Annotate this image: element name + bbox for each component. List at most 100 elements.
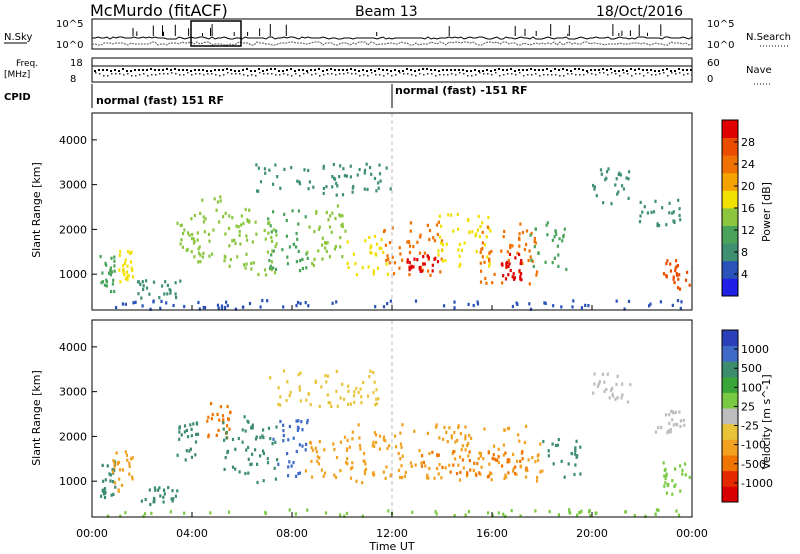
freq-point <box>346 69 348 71</box>
range-cell <box>580 509 583 513</box>
range-cell <box>266 250 270 254</box>
range-cell <box>364 462 367 466</box>
range-cell <box>524 475 528 479</box>
nave-point <box>571 73 573 75</box>
range-cell <box>530 258 533 262</box>
range-cell <box>519 459 522 463</box>
range-cell <box>249 463 252 467</box>
range-cell <box>479 225 482 229</box>
freq-point <box>550 70 552 72</box>
range-cell <box>378 163 381 167</box>
nave-point <box>575 74 577 76</box>
range-cell <box>506 458 509 462</box>
range-cell <box>490 478 493 482</box>
range-cell <box>299 301 302 306</box>
range-cell <box>675 265 678 269</box>
range-cell <box>398 266 401 270</box>
range-cell <box>286 380 289 384</box>
range-cell <box>123 273 126 277</box>
freq-point <box>382 69 384 71</box>
range-cell <box>389 299 392 303</box>
range-cell <box>179 242 182 246</box>
range-cell <box>269 266 272 271</box>
range-cell <box>248 220 251 224</box>
nave-point <box>343 73 345 75</box>
range-cell <box>593 372 596 376</box>
freq-point <box>126 70 128 72</box>
nave-point <box>367 75 369 77</box>
freq-point <box>558 69 560 71</box>
freq-point <box>614 70 616 72</box>
nsearch-label: N.Search <box>746 32 791 43</box>
nave-label: Nave <box>746 65 772 76</box>
range-cell <box>122 269 125 273</box>
cpid-segment-2: normal (fast) -151 RF <box>395 84 528 97</box>
range-cell <box>639 214 642 218</box>
range-cell <box>277 386 280 390</box>
range-cell <box>401 423 404 427</box>
range-cell <box>349 175 352 179</box>
range-cell <box>246 238 249 242</box>
range-cell <box>286 262 289 266</box>
range-cell <box>593 185 596 189</box>
range-cell <box>441 248 444 253</box>
range-cell <box>502 235 505 239</box>
range-cell <box>504 514 507 518</box>
range-cell <box>565 267 568 271</box>
range-cell <box>483 243 487 247</box>
range-cell <box>505 475 508 479</box>
range-cell <box>611 392 614 396</box>
nave-point <box>223 74 225 76</box>
range-cell <box>535 273 538 277</box>
nave-point <box>675 73 677 75</box>
range-cell <box>511 304 514 309</box>
nave-point <box>655 74 657 76</box>
range-cell <box>244 429 247 433</box>
range-cell <box>107 271 111 275</box>
range-cell <box>603 389 606 393</box>
nave-point <box>199 73 201 75</box>
range-cell <box>384 439 387 443</box>
range-cell <box>105 284 108 288</box>
range-cell <box>331 185 334 189</box>
freq-point <box>138 69 140 71</box>
range-cell <box>339 396 342 400</box>
range-cell <box>668 430 671 434</box>
range-cell <box>102 488 105 492</box>
range-cell <box>444 258 447 263</box>
range-cell <box>227 418 230 422</box>
freq-point <box>206 70 208 72</box>
range-cell <box>410 264 413 268</box>
range-cell <box>126 274 129 278</box>
range-cell <box>472 303 475 308</box>
range-cell <box>556 443 559 447</box>
range-cell <box>142 514 145 518</box>
range-cell <box>363 459 366 463</box>
range-cell <box>267 217 270 221</box>
range-cell <box>322 474 325 478</box>
colorbar-tick-label: 28 <box>741 136 755 149</box>
range-cell <box>310 459 313 463</box>
freq-point <box>434 69 436 71</box>
range-cell <box>659 300 662 304</box>
nave-point <box>387 73 389 75</box>
range-cell <box>408 244 412 248</box>
range-cell <box>371 471 375 476</box>
nave-point <box>131 75 133 77</box>
range-cell <box>453 430 456 435</box>
colorbar-swatch <box>722 190 738 209</box>
freq-point <box>594 69 596 71</box>
range-cell <box>251 423 254 427</box>
range-cell <box>587 304 590 308</box>
range-cell <box>321 236 324 240</box>
range-cell <box>680 300 683 304</box>
freq-point <box>322 70 324 72</box>
range-cell <box>401 476 404 480</box>
freq-point <box>642 69 644 71</box>
range-cell <box>393 261 397 265</box>
range-cell <box>318 225 321 229</box>
range-cell <box>311 475 314 479</box>
range-cell <box>458 478 462 482</box>
range-cell <box>196 432 200 436</box>
